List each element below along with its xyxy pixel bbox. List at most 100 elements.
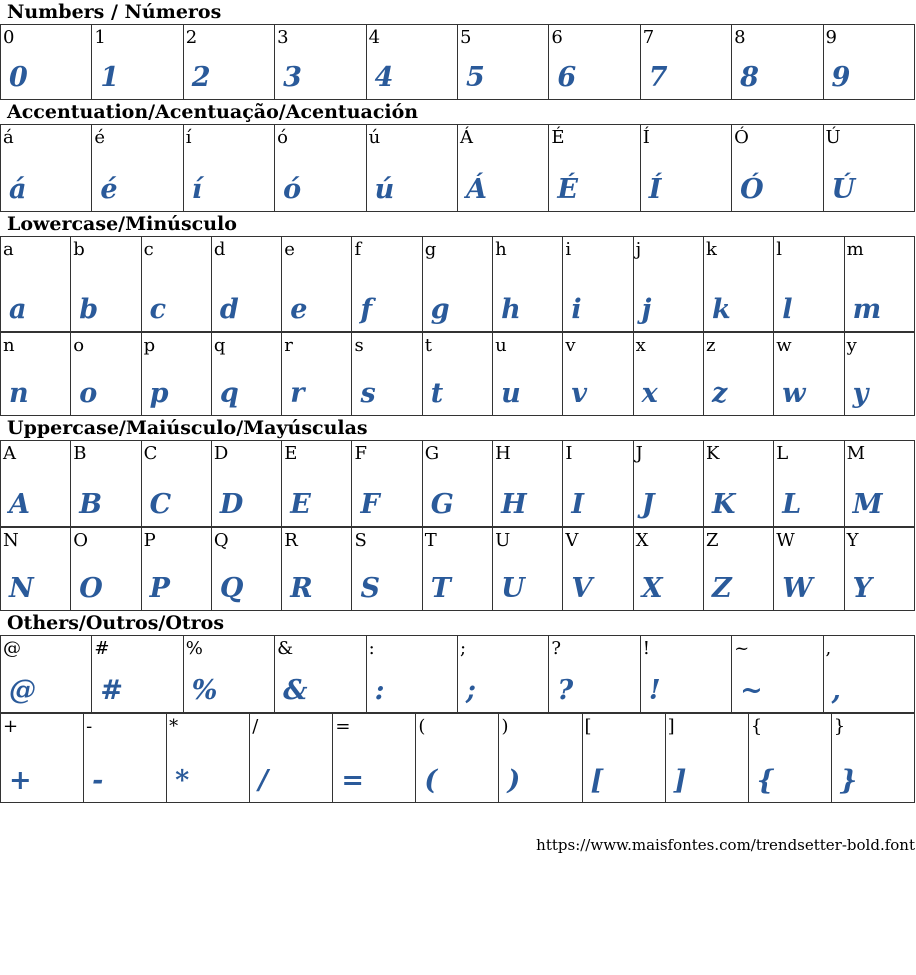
glyph-label: / xyxy=(252,716,259,737)
glyph-label: D xyxy=(213,443,229,464)
glyph-cell: %% xyxy=(182,635,276,713)
glyph-label: ? xyxy=(551,638,561,659)
glyph-sample: B xyxy=(79,489,103,520)
glyph-label: & xyxy=(277,638,294,659)
glyph-sample: J xyxy=(641,489,655,520)
glyph-sample: p xyxy=(149,378,169,409)
glyph-sample: Q xyxy=(219,573,244,604)
glyph-sample: : xyxy=(374,675,385,706)
glyph-cell: )) xyxy=(498,713,583,803)
glyph-cell: !! xyxy=(639,635,733,713)
glyph-sample: v xyxy=(571,378,588,409)
glyph-label: E xyxy=(284,443,298,464)
glyph-sample: g xyxy=(430,294,450,325)
glyph-sample: 2 xyxy=(191,62,211,93)
glyph-cell: & & xyxy=(274,635,367,713)
glyph-sample: 3 xyxy=(283,62,302,93)
glyph-sample: 0 xyxy=(9,62,28,93)
glyph-label: T xyxy=(424,530,437,551)
glyph-label: 8 xyxy=(734,27,746,48)
section-title: Others/Outros/Otros xyxy=(7,612,225,634)
glyph-sample: = xyxy=(341,765,364,796)
glyph-sample: T xyxy=(430,573,451,604)
glyph-cell: ]] xyxy=(664,713,749,803)
glyph-label: 7 xyxy=(642,27,655,48)
glyph-sample: K xyxy=(711,489,736,520)
glyph-label: B xyxy=(73,443,87,464)
glyph-sample: w xyxy=(782,378,806,409)
glyph-sample: n xyxy=(9,378,29,409)
glyph-label: X xyxy=(635,530,649,551)
glyph-sample: É xyxy=(557,174,578,205)
glyph-sample: é xyxy=(100,174,118,205)
glyph-sample: r xyxy=(290,378,305,409)
glyph-cell: ;; xyxy=(456,635,550,713)
glyph-label: 0 xyxy=(3,27,15,48)
glyph-sample: ú xyxy=(374,174,395,205)
glyph-cell: # # xyxy=(91,635,184,713)
glyph-sample: U xyxy=(501,573,525,604)
glyph-sample: ) xyxy=(507,765,521,796)
glyph-sample: b xyxy=(79,294,99,325)
glyph-label: s xyxy=(354,335,364,356)
glyph-sample: 9 xyxy=(831,62,851,93)
glyph-label: ú xyxy=(368,127,381,148)
glyph-label: - xyxy=(86,716,93,737)
glyph-sample: 1 xyxy=(100,62,120,93)
glyph-cell: {{ xyxy=(747,713,832,803)
glyph-label: r xyxy=(284,335,293,356)
glyph-sample: í xyxy=(191,174,203,205)
glyph-sample: m xyxy=(852,294,882,325)
glyph-sample: X xyxy=(641,573,663,604)
glyph-label: y xyxy=(846,335,857,356)
glyph-cell: [[ xyxy=(581,713,666,803)
glyph-sample: D xyxy=(219,489,244,520)
glyph-label: ! xyxy=(642,638,650,659)
glyph-sample: Ú xyxy=(831,174,856,205)
glyph-sample: ! xyxy=(648,675,661,706)
glyph-label: J xyxy=(635,443,643,464)
glyph-sample: W xyxy=(782,573,813,604)
glyph-label: F xyxy=(354,443,367,464)
glyph-label: G xyxy=(424,443,440,464)
glyph-cell: -- xyxy=(83,713,168,803)
glyph-sample: e xyxy=(290,294,308,325)
glyph-label: V xyxy=(565,530,579,551)
glyph-sample: x xyxy=(641,378,658,409)
glyph-label: Q xyxy=(213,530,229,551)
glyph-sample: s xyxy=(360,378,376,409)
glyph-sample: G xyxy=(430,489,454,520)
glyph-label: C xyxy=(143,443,158,464)
glyph-sample: H xyxy=(501,489,527,520)
glyph-label: u xyxy=(495,335,507,356)
glyph-sample: i xyxy=(571,294,582,325)
glyph-sample: A xyxy=(9,489,30,520)
glyph-label: { xyxy=(750,716,763,737)
glyph-sample: q xyxy=(219,378,239,409)
